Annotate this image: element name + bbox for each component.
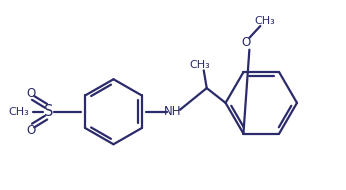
Text: O: O <box>27 86 36 100</box>
Text: CH₃: CH₃ <box>9 107 30 117</box>
Text: NH: NH <box>164 105 182 118</box>
Text: S: S <box>44 104 54 119</box>
Text: CH₃: CH₃ <box>189 60 210 70</box>
Text: CH₃: CH₃ <box>254 16 275 26</box>
Text: O: O <box>242 36 251 49</box>
Text: O: O <box>27 124 36 137</box>
